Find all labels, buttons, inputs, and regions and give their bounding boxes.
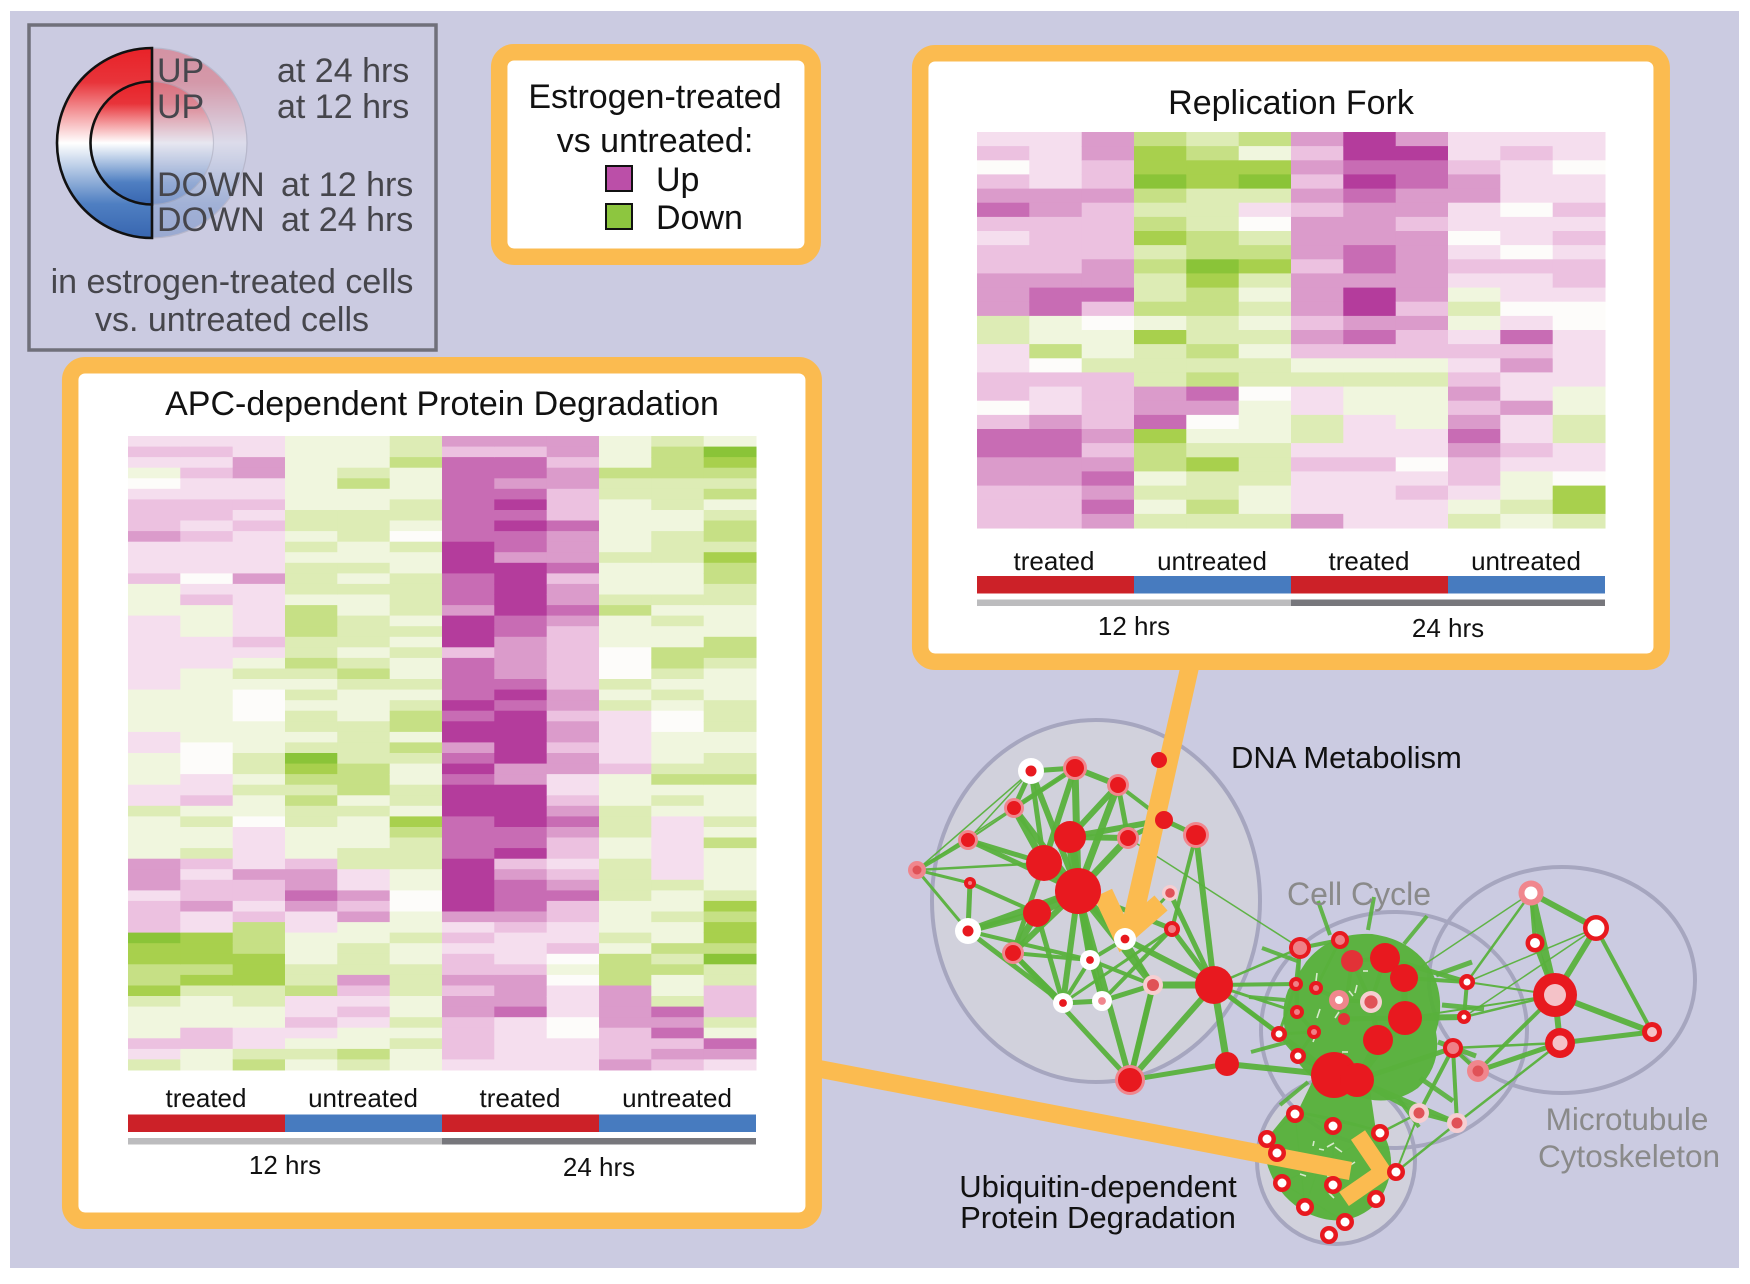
svg-text:vs untreated:: vs untreated: <box>557 122 754 160</box>
svg-text:DNA Metabolism: DNA Metabolism <box>1231 740 1462 775</box>
svg-text:Cell Cycle: Cell Cycle <box>1287 876 1431 912</box>
svg-text:UP: UP <box>157 88 204 126</box>
svg-text:at 12 hrs: at 12 hrs <box>277 88 409 126</box>
svg-text:at 24 hrs: at 24 hrs <box>277 52 409 90</box>
svg-text:in estrogen-treated cells: in estrogen-treated cells <box>51 263 414 301</box>
svg-text:Protein Degradation: Protein Degradation <box>960 1200 1236 1235</box>
svg-text:untreated: untreated <box>1157 546 1267 576</box>
svg-text:vs. untreated cells: vs. untreated cells <box>95 301 369 339</box>
svg-text:untreated: untreated <box>1471 546 1581 576</box>
svg-text:24 hrs: 24 hrs <box>563 1152 635 1182</box>
svg-text:Microtubule: Microtubule <box>1546 1101 1709 1137</box>
svg-text:DOWN: DOWN <box>157 201 265 239</box>
svg-text:12 hrs: 12 hrs <box>1098 611 1170 641</box>
svg-text:Estrogen-treated: Estrogen-treated <box>528 78 781 116</box>
svg-text:DOWN: DOWN <box>157 166 265 204</box>
svg-text:Replication Fork: Replication Fork <box>1168 84 1415 122</box>
svg-text:treated: treated <box>1329 546 1410 576</box>
svg-text:treated: treated <box>480 1083 561 1113</box>
svg-text:UP: UP <box>157 52 204 90</box>
svg-text:Ubiquitin-dependent: Ubiquitin-dependent <box>959 1169 1237 1204</box>
svg-text:12 hrs: 12 hrs <box>249 1150 321 1180</box>
svg-text:untreated: untreated <box>622 1083 732 1113</box>
svg-text:at 12 hrs: at 12 hrs <box>281 166 413 204</box>
svg-text:Cytoskeleton: Cytoskeleton <box>1538 1138 1720 1174</box>
svg-text:24 hrs: 24 hrs <box>1412 613 1484 643</box>
svg-text:treated: treated <box>1014 546 1095 576</box>
svg-text:Down: Down <box>656 199 743 237</box>
svg-text:Up: Up <box>656 161 699 199</box>
svg-text:APC-dependent Protein Degradat: APC-dependent Protein Degradation <box>165 385 719 423</box>
svg-text:at 24 hrs: at 24 hrs <box>281 201 413 239</box>
svg-text:untreated: untreated <box>308 1083 418 1113</box>
svg-text:treated: treated <box>166 1083 247 1113</box>
